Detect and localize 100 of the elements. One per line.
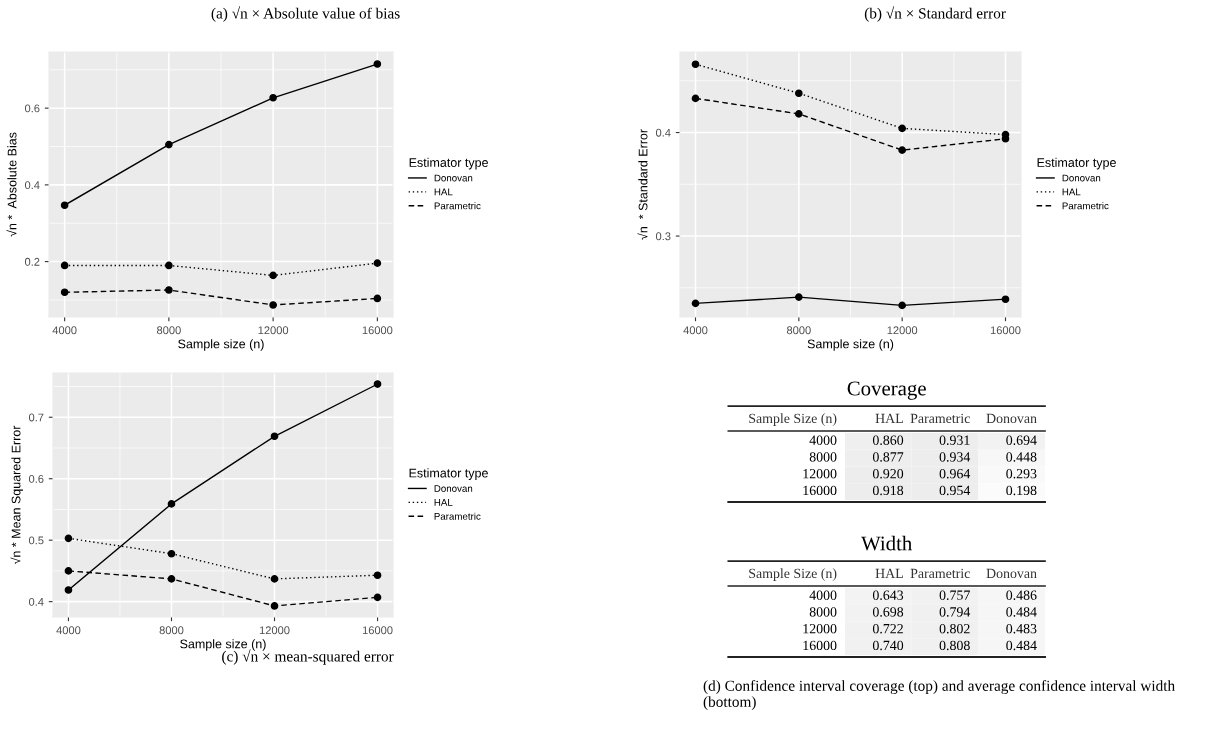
y-tick-label: 0.5 xyxy=(28,536,44,545)
point xyxy=(64,567,73,575)
point xyxy=(373,593,382,602)
chart-title: Width xyxy=(861,535,913,551)
x-tick-label: 16000 xyxy=(990,326,1021,335)
data-label: 0.964 xyxy=(939,468,971,479)
x-tick-label: 8000 xyxy=(786,326,811,335)
point xyxy=(373,294,382,303)
point xyxy=(795,89,803,98)
x-tick-label: 16000 xyxy=(362,626,393,635)
data-label: 0.484 xyxy=(1006,607,1037,617)
point xyxy=(167,575,176,583)
y-tick-label: 16000 xyxy=(803,640,837,651)
point xyxy=(64,534,73,543)
y-tick-label: 0.4 xyxy=(24,181,40,190)
data-label: 0.918 xyxy=(872,485,904,496)
legend-title: Estimator type xyxy=(409,157,488,170)
point xyxy=(795,293,803,301)
point xyxy=(373,571,382,580)
x-tick-label: 8000 xyxy=(159,626,184,635)
y-axis-title: Sample Size (n) xyxy=(749,413,837,426)
y-tick-label: 8000 xyxy=(809,452,837,462)
y-tick-label: 4000 xyxy=(809,435,837,445)
y-axis-title: Sample Size (n) xyxy=(749,568,837,581)
data-label: 0.643 xyxy=(872,590,904,600)
point xyxy=(165,140,173,149)
x-tick-label: 12000 xyxy=(258,326,289,335)
data-label: 0.934 xyxy=(939,452,971,462)
legend-title: Estimator type xyxy=(1037,157,1116,170)
legend-label: Parametric xyxy=(1062,202,1109,210)
data-label: 0.293 xyxy=(1006,468,1037,479)
data-label: 0.920 xyxy=(872,468,904,479)
legend-label: Parametric xyxy=(434,202,481,210)
point xyxy=(64,586,73,594)
point xyxy=(167,549,176,558)
x-tick-label: 16000 xyxy=(362,326,393,335)
x-tick-label: 4000 xyxy=(56,626,81,635)
y-tick-label: 0.3 xyxy=(655,232,671,241)
point xyxy=(795,110,803,118)
data-label: 0.931 xyxy=(939,435,970,445)
x-tick-label: Donovan xyxy=(986,568,1037,579)
y-axis-title: √n * Absolute Bias xyxy=(6,132,17,237)
point xyxy=(60,288,69,297)
legend-label: Donovan xyxy=(1062,174,1101,182)
x-axis-title: Sample size (n) xyxy=(178,339,264,351)
x-tick-label: 4000 xyxy=(52,326,77,335)
point xyxy=(270,575,279,583)
y-axis-title: √n * Standard Error xyxy=(637,129,648,240)
legend-label: HAL xyxy=(1062,188,1081,196)
y-tick-label: 4000 xyxy=(809,590,837,600)
point xyxy=(898,124,906,133)
legend-label: Donovan xyxy=(434,485,473,492)
point xyxy=(165,286,173,294)
data-label: 0.448 xyxy=(1006,452,1037,462)
data-label: 0.877 xyxy=(872,452,904,462)
data-label: 0.198 xyxy=(1006,485,1037,496)
x-tick-label: 12000 xyxy=(259,626,290,635)
point xyxy=(269,271,277,280)
y-tick-label: 8000 xyxy=(809,607,837,617)
x-tick-label: 8000 xyxy=(157,326,181,335)
point xyxy=(167,500,176,508)
chart-title: (a) √n × Absolute value of bias xyxy=(211,6,400,22)
data-label: 0.484 xyxy=(1006,640,1037,651)
x-tick-label: Donovan xyxy=(986,413,1037,424)
data-label: 0.486 xyxy=(1006,590,1037,600)
data-label: 0.794 xyxy=(939,607,971,617)
x-tick-label: HAL xyxy=(875,568,903,578)
text: (d) Confidence interval coverage (top) and average confidence interval width (bottom) xyxy=(703,680,1175,711)
data-label: 0.483 xyxy=(1006,623,1037,634)
data-label: 0.694 xyxy=(1006,435,1037,445)
data-label: 0.740 xyxy=(872,640,904,651)
point xyxy=(270,602,279,610)
y-tick-label: 0.2 xyxy=(24,257,40,266)
point xyxy=(898,146,906,154)
data-label: 0.954 xyxy=(939,485,971,496)
point xyxy=(373,259,382,267)
point xyxy=(373,60,382,68)
data-label: 0.808 xyxy=(939,640,970,651)
point xyxy=(269,93,277,102)
point xyxy=(373,380,382,388)
y-tick-label: 12000 xyxy=(803,468,837,479)
point xyxy=(898,301,906,310)
point xyxy=(60,261,69,270)
point xyxy=(165,261,173,270)
point xyxy=(691,94,700,103)
legend-title: Estimator type xyxy=(409,468,488,480)
y-axis-title: √n * Mean Squared Error xyxy=(10,425,23,565)
legend-label: Donovan xyxy=(434,174,473,182)
point xyxy=(1001,295,1010,304)
data-label: 0.722 xyxy=(872,623,903,634)
x-tick-label: Parametric xyxy=(910,568,970,579)
point xyxy=(60,201,69,210)
y-tick-label: 0.7 xyxy=(28,413,44,422)
y-tick-label: 16000 xyxy=(803,485,837,496)
y-tick-label: 0.4 xyxy=(655,128,671,137)
x-axis-title: Sample size (n) xyxy=(807,339,894,351)
data-label: 0.698 xyxy=(872,607,904,617)
data-label: 0.860 xyxy=(872,435,904,445)
x-tick-label: 12000 xyxy=(887,326,918,335)
legend-label: Parametric xyxy=(434,512,481,520)
